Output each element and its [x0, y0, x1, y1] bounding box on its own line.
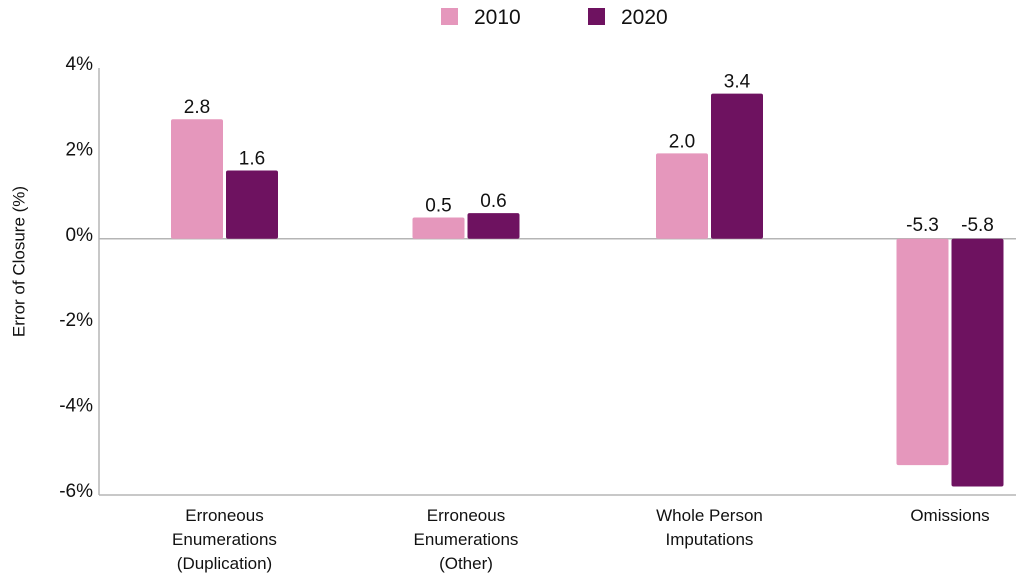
- category-label-line: Enumerations: [414, 530, 519, 549]
- category-label-1: Erroneous Enumerations (Other): [414, 506, 519, 573]
- category-label-line: Imputations: [666, 530, 754, 549]
- y-axis-label: Error of Closure (%): [9, 186, 28, 337]
- data-label-2020-3: -5.8: [961, 215, 994, 236]
- category-label-2: Whole Person Imputations: [656, 506, 763, 549]
- data-label-2010-2: 2.0: [669, 131, 695, 152]
- category-label-line: (Other): [439, 554, 493, 573]
- y-tick-label: 4%: [66, 54, 94, 75]
- category-label-3: Omissions: [910, 506, 989, 525]
- y-tick-label: 0%: [66, 225, 94, 246]
- legend-label-2020: 2020: [621, 6, 668, 29]
- data-label-2020-1: 0.6: [480, 191, 506, 212]
- bar-2010-1: [412, 217, 465, 239]
- bars: [171, 93, 1004, 487]
- legend-label-2010: 2010: [474, 6, 521, 29]
- category-label-0: Erroneous Enumerations (Duplication): [172, 506, 277, 573]
- category-label-line: Omissions: [910, 506, 989, 525]
- legend-swatch-2020: [588, 8, 605, 25]
- bar-2020-2: [711, 93, 763, 239]
- bar-2010-2: [656, 153, 708, 239]
- category-label-line: Whole Person: [656, 506, 763, 525]
- data-label-2020-2: 3.4: [724, 72, 751, 93]
- bar-2020-1: [467, 213, 520, 239]
- data-label-2020-0: 1.6: [239, 148, 265, 169]
- y-tick-label: -4%: [59, 396, 93, 417]
- legend-swatch-2010: [441, 8, 458, 25]
- data-label-2010-0: 2.8: [184, 97, 210, 118]
- data-label-2010-3: -5.3: [906, 215, 939, 236]
- y-tick-label: -6%: [59, 481, 93, 502]
- bar-2020-3: [951, 238, 1004, 487]
- category-labels: Erroneous Enumerations (Duplication)Errone…: [172, 506, 990, 573]
- data-labels: 2.8 0.5 2.0 -5.3 1.6 0.6 3.4 -5.8: [184, 72, 994, 236]
- y-tick-label: 2%: [66, 139, 94, 160]
- bar-2010-3: [896, 238, 949, 466]
- category-label-line: Erroneous: [427, 506, 505, 525]
- y-tick-label: -2%: [59, 310, 93, 331]
- bar-2010-0: [171, 119, 223, 239]
- data-label-2010-1: 0.5: [425, 195, 451, 216]
- category-label-line: Enumerations: [172, 530, 277, 549]
- category-label-line: Erroneous: [185, 506, 263, 525]
- legend: 2010 2020: [441, 6, 668, 29]
- bar-2020-0: [226, 170, 278, 239]
- category-label-line: (Duplication): [177, 554, 272, 573]
- y-axis-ticks: 4% 2% 0% -2% -4% -6%: [59, 54, 93, 502]
